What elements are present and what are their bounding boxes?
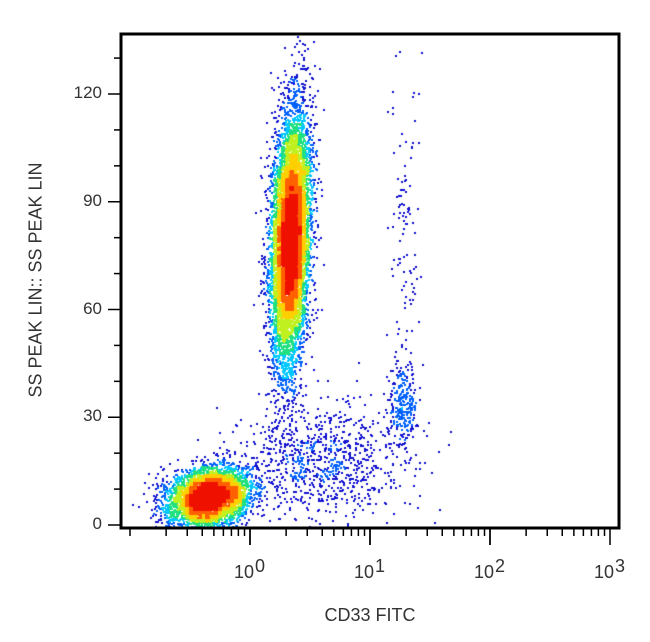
x-tick-exponent: 0: [255, 556, 266, 576]
x-tick-exponent: 1: [375, 556, 386, 576]
plot-area-density-dots: [121, 34, 619, 528]
y-tick-label: 120: [73, 83, 102, 102]
x-axis-label: CD33 FITC: [324, 605, 416, 625]
y-tick-label: 0: [92, 514, 102, 533]
x-tick-base: 10: [234, 562, 255, 582]
y-tick-label: 60: [83, 298, 102, 318]
y-tick-label: 30: [83, 406, 102, 426]
plot-frame: [119, 32, 621, 530]
x-tick-label: 102: [474, 556, 505, 583]
x-tick-label: 103: [594, 556, 625, 583]
x-tick-exponent: 2: [495, 556, 506, 576]
x-tick-base: 10: [474, 562, 495, 582]
x-tick-exponent: 3: [615, 556, 626, 576]
x-tick-label: 100: [234, 556, 265, 583]
y-tick-label: 90: [83, 190, 102, 210]
x-tick-base: 10: [354, 562, 375, 582]
x-tick-label: 101: [354, 556, 385, 583]
y-axis-label: SS PEAK LIN:: SS PEAK LIN: [25, 162, 46, 398]
x-tick-base: 10: [594, 562, 615, 582]
